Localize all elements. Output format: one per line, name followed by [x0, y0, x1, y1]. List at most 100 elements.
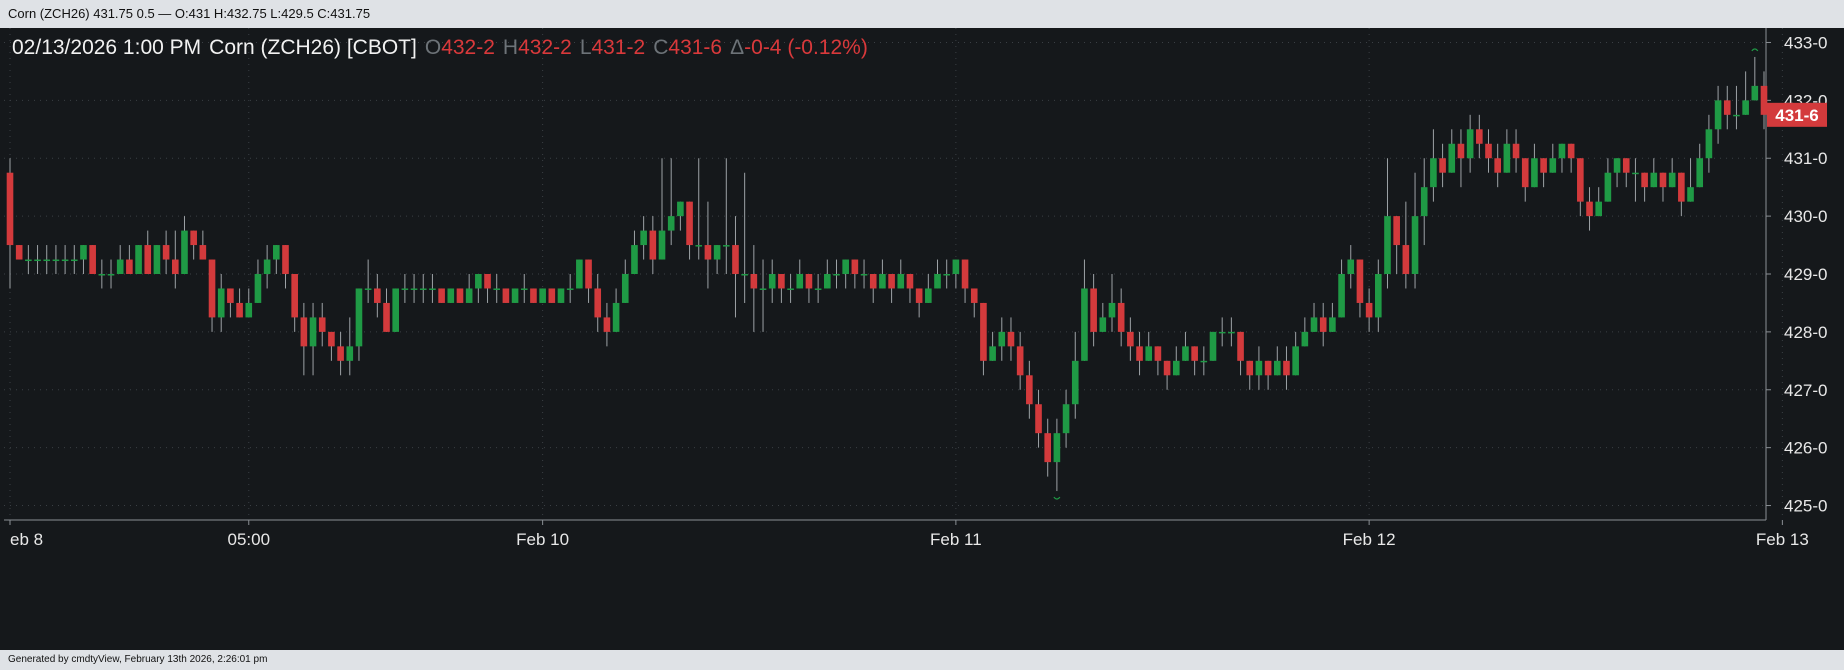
candle-body: [135, 245, 142, 274]
x-tick-label: Feb 12: [1343, 530, 1396, 549]
candle-body: [1521, 158, 1529, 188]
candle-body: [1264, 360, 1272, 376]
candle-body: [952, 259, 960, 274]
candle-body: [438, 288, 445, 303]
candle-body: [1127, 331, 1134, 347]
candle-body: [879, 274, 886, 289]
candle-body: [25, 259, 32, 262]
candle-body: [1439, 158, 1446, 173]
candle-body: [1218, 331, 1226, 334]
candle-body: [1044, 433, 1052, 463]
candle-body: [530, 288, 537, 303]
candle-body: [1402, 245, 1410, 274]
candle-body: [1714, 100, 1722, 130]
candle-body: [300, 317, 308, 347]
candle-body: [70, 259, 78, 262]
legend-datetime: 02/13/2026 1:00 PM: [12, 36, 202, 59]
candle-body: [1742, 100, 1749, 115]
candle-body: [1485, 143, 1492, 159]
candle-body: [116, 259, 124, 274]
candle-body: [1117, 302, 1125, 332]
candlestick-chart[interactable]: 425-0426-0427-0428-0429-0430-0431-0432-0…: [0, 28, 1844, 650]
candle-body: [355, 288, 363, 347]
legend-open-label: O: [424, 36, 442, 59]
candle-body: [980, 302, 987, 361]
candle-body: [34, 259, 41, 262]
legend-low-label: L: [579, 36, 592, 59]
candle-body: [759, 288, 767, 290]
candle-body: [667, 216, 675, 231]
candle-body: [484, 274, 491, 289]
candle-body: [419, 288, 427, 290]
candle-body: [722, 245, 730, 247]
candle-body: [1687, 187, 1694, 202]
y-tick-label: 428-0: [1784, 323, 1827, 342]
candle-body: [43, 259, 51, 262]
generated-by-footer: Generated by cmdtyView, February 13th 20…: [0, 650, 1844, 670]
candle-body: [989, 346, 996, 361]
candle-body: [860, 274, 868, 276]
candle-body: [61, 259, 69, 262]
candle-body: [621, 274, 629, 303]
candle-body: [410, 288, 418, 290]
candle-body: [869, 274, 877, 289]
y-tick-label: 430-0: [1784, 207, 1827, 226]
candle-body: [1678, 172, 1685, 202]
candle-body: [686, 201, 693, 246]
candle-body: [1430, 158, 1437, 188]
candle-body: [1310, 317, 1318, 332]
candle-body: [1751, 85, 1759, 101]
candle-body: [768, 274, 776, 289]
candle-body: [291, 274, 298, 318]
candle-body: [493, 288, 501, 290]
candle-body: [557, 288, 565, 303]
candle-body: [236, 302, 243, 318]
candle-body: [144, 245, 152, 274]
candle-body: [1696, 158, 1704, 188]
candle-body: [925, 288, 932, 303]
candle-body: [1760, 85, 1768, 115]
candle-body: [741, 274, 748, 276]
candle-body: [1136, 346, 1143, 361]
candle-body: [1026, 375, 1033, 405]
candle-body: [713, 245, 721, 260]
candle-body: [1255, 360, 1263, 376]
candle-body: [282, 245, 289, 274]
candle-body: [1292, 346, 1299, 376]
candle-body: [833, 274, 840, 276]
candle-body: [1182, 346, 1189, 361]
candle-body: [704, 245, 712, 260]
chart-area[interactable]: 425-0 426-0 427-0 428-0 429-0 430-0 431-0 432-0…: [0, 28, 1844, 650]
candle-body: [814, 288, 822, 290]
candle-body: [1191, 346, 1198, 361]
x-tick-label: eb 8: [10, 530, 43, 549]
candle-body: [585, 259, 592, 289]
candle-body: [787, 288, 794, 290]
candle-body: [943, 274, 950, 276]
candle-body: [263, 259, 271, 274]
candle-body: [888, 274, 895, 289]
candle-body: [1172, 360, 1180, 376]
candle-body: [732, 245, 739, 274]
candle-body: [80, 245, 87, 260]
candle-body: [1273, 360, 1281, 376]
candle-body: [1393, 216, 1400, 246]
candle-body: [1099, 317, 1107, 332]
candle-body: [1246, 360, 1254, 376]
candle-body: [126, 259, 133, 274]
candle-body: [1668, 172, 1676, 188]
candle-body: [199, 245, 207, 260]
candle-body: [364, 288, 372, 290]
candle-body: [1586, 201, 1593, 217]
candle-body: [1531, 158, 1538, 188]
candle-body: [1062, 404, 1070, 434]
candle-body: [1650, 172, 1658, 188]
candle-body: [1384, 216, 1391, 274]
candle-body: [171, 259, 179, 274]
candle-body: [511, 288, 519, 303]
candle-body: [374, 288, 381, 303]
legend-high-label: H: [502, 36, 519, 59]
candle-body: [475, 274, 482, 289]
candle-body: [1723, 100, 1731, 115]
candle-body: [429, 288, 436, 290]
